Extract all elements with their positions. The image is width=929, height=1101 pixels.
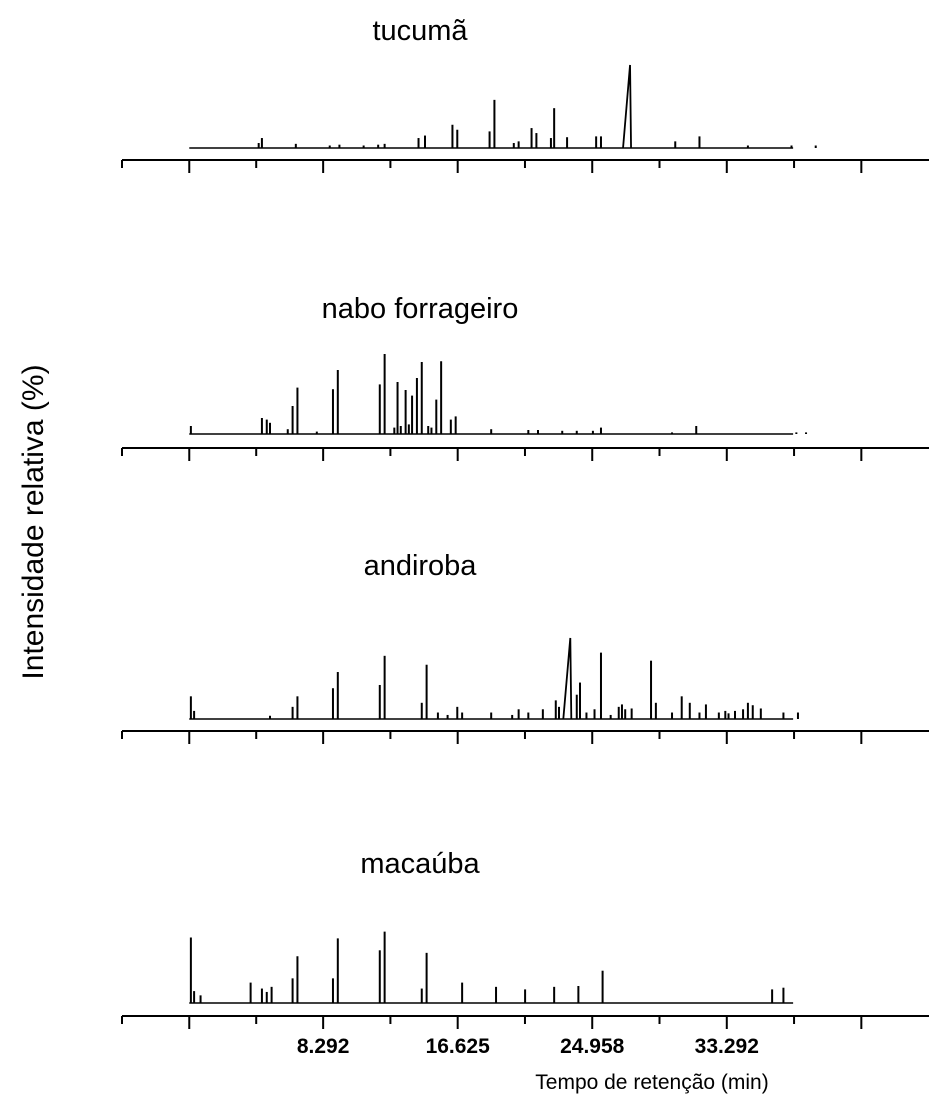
- x-tick-label: 16.625: [426, 1035, 491, 1058]
- panel-0: tucumã: [121, 15, 929, 173]
- x-tick-label: 33.292: [695, 1035, 759, 1058]
- peak: [562, 637, 573, 720]
- y-axis-label: Intensidade relativa (%): [17, 364, 50, 679]
- panel-title: tucumã: [372, 15, 468, 47]
- x-tick-labels: 8.292 16.625 24.958 33.292: [297, 1035, 759, 1058]
- panel-3: macaúba: [121, 848, 929, 1029]
- panel-1: nabo forrageiro: [121, 293, 929, 461]
- panel-title: macaúba: [360, 848, 480, 880]
- panel-title: andiroba: [364, 550, 478, 582]
- x-tick-label: 24.958: [560, 1035, 625, 1058]
- panel-title: nabo forrageiro: [322, 293, 519, 325]
- chromatogram-panels: tucumã nabo forrageiro andiroba macaúba: [121, 15, 929, 1029]
- x-tick-label: 8.292: [297, 1035, 350, 1058]
- peak: [622, 64, 632, 149]
- x-axis-label: Tempo de retenção (min): [535, 1071, 768, 1094]
- panel-2: andiroba: [121, 550, 929, 744]
